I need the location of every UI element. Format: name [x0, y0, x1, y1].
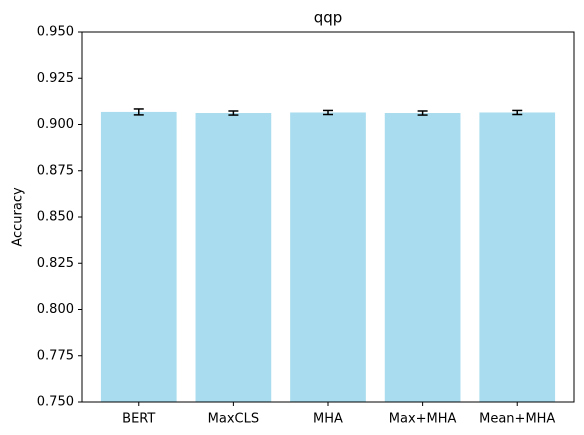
x-tick-label: MHA: [313, 412, 343, 427]
error-bar: [417, 110, 428, 116]
plot-frame: [81, 31, 575, 403]
x-tick-label: Max+MHA: [389, 412, 457, 427]
y-tick-label: 0.925: [37, 71, 74, 86]
error-bar: [228, 110, 239, 116]
x-tick-label: BERT: [122, 412, 155, 427]
y-tick-label: 0.825: [37, 256, 74, 271]
bar: [384, 113, 461, 402]
y-tick-label: 0.900: [37, 117, 74, 132]
y-tick-label: 0.850: [37, 210, 74, 225]
chart-title: qqp: [314, 9, 343, 27]
y-tick-label: 0.750: [37, 395, 74, 410]
bar: [290, 112, 366, 402]
bar: [195, 113, 272, 402]
x-tick-label: Mean+MHA: [479, 412, 555, 427]
y-tick-label: 0.875: [37, 163, 74, 178]
error-bar: [323, 109, 333, 116]
error-bar: [512, 109, 523, 116]
x-tick-label: MaxCLS: [208, 412, 259, 427]
bar: [479, 112, 556, 402]
bar: [100, 111, 177, 403]
y-axis-label: Accuracy: [11, 187, 26, 247]
y-tick-label: 0.950: [37, 25, 74, 40]
error-bar: [133, 108, 144, 116]
y-tick-label: 0.800: [37, 302, 74, 317]
y-tick-label: 0.775: [37, 348, 74, 363]
